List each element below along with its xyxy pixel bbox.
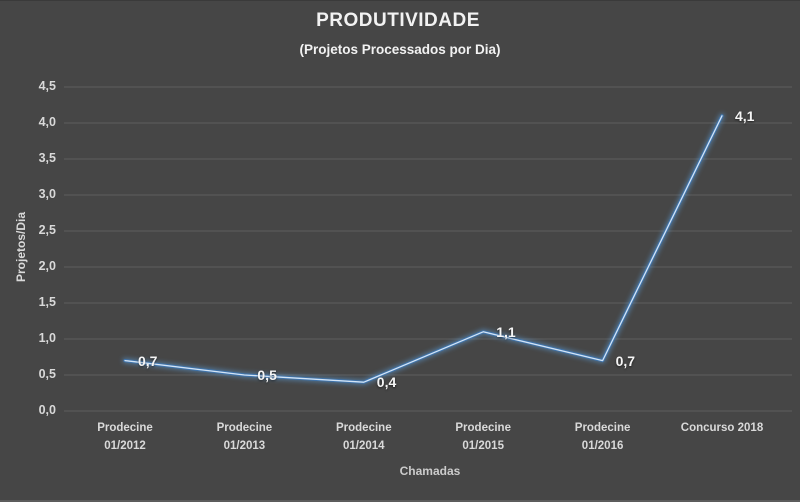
x-category-label: Prodecine 01/2012	[97, 422, 153, 452]
chart-subtitle: (Projetos Processados por Dia)	[299, 42, 501, 57]
y-tick-label: 2,0	[38, 259, 56, 273]
series-line-core	[124, 115, 723, 383]
data-point-label: 0,4	[376, 374, 397, 391]
chart-title: PRODUTIVIDADE	[316, 10, 480, 31]
series-line-glow	[122, 113, 725, 385]
y-tick-label: 2,5	[38, 223, 56, 237]
y-tick-label: 1,0	[38, 331, 56, 345]
y-tick-label: 3,0	[38, 187, 56, 201]
series-line	[123, 114, 724, 384]
data-point-label: 0,7	[138, 352, 158, 369]
data-point-label: 0,5	[257, 367, 277, 383]
x-category-label: Prodecine 01/2014	[335, 422, 392, 452]
x-category-label: Concurso 2018	[680, 422, 764, 434]
y-tick-label: 3,5	[38, 151, 56, 165]
x-category-label: Prodecine 01/2013	[216, 422, 273, 452]
y-tick-label: 0,5	[38, 367, 56, 381]
x-category-label: Prodecine 01/2015	[455, 422, 511, 452]
y-tick-label: 4,5	[38, 79, 56, 93]
data-point-label: 1,1	[496, 323, 516, 340]
data-point-label: 0,7	[615, 352, 636, 369]
x-category-label: Prodecine 01/2016	[574, 422, 631, 452]
y-tick-label: 1,5	[38, 295, 56, 309]
y-tick-label: 0,0	[38, 403, 56, 417]
y-tick-label: 4,0	[38, 115, 56, 129]
data-point-label: 4,1	[735, 107, 755, 124]
x-axis-title: Chamadas	[399, 464, 461, 478]
